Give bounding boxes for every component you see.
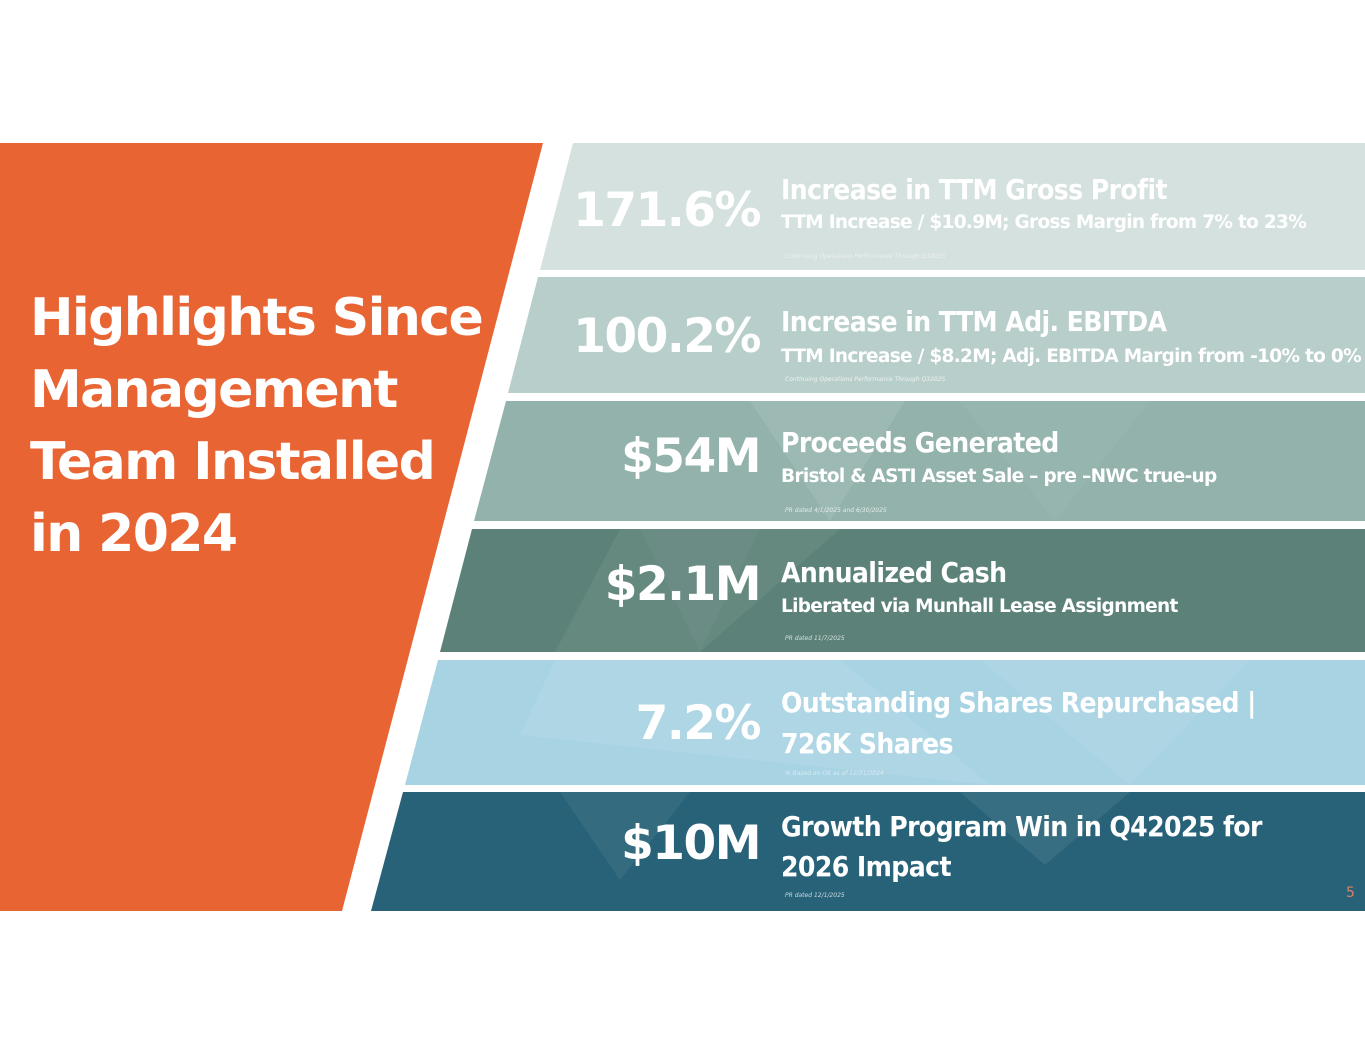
highlight-title-line-2: 726K Shares: [781, 727, 953, 760]
highlight-row: 7.2% Outstanding Shares Repurchased | 72…: [380, 660, 1365, 785]
row-3-band: [474, 401, 1365, 521]
watermark-triangle: [960, 792, 1130, 865]
highlight-row: 171.6% Increase in TTM Gross Profit TTM …: [380, 143, 1365, 270]
highlight-title: Increase in TTM Adj. EBITDA: [781, 305, 1167, 338]
headline-line: in 2024: [30, 504, 238, 564]
watermark-triangle: [560, 792, 690, 880]
watermark-triangle: [555, 529, 840, 652]
row-5-band: [405, 660, 1365, 785]
highlight-metric: $2.1M: [604, 557, 762, 612]
highlight-title: Growth Program Win in Q42025 for: [781, 810, 1262, 843]
headline-line: Highlights Since: [30, 288, 484, 348]
highlight-title: Annualized Cash: [781, 556, 1007, 589]
highlight-subtitle: TTM Increase / $10.9M; Gross Margin from…: [781, 212, 1307, 233]
highlight-row: 100.2% Increase in TTM Adj. EBITDA TTM I…: [380, 277, 1365, 393]
orange-panel: [0, 143, 543, 911]
row-6-band: [371, 792, 1365, 911]
highlight-footnote: PR dated 4/1/2025 and 6/30/2025: [785, 507, 887, 514]
highlight-row: $54M Proceeds Generated Bristol & ASTI A…: [380, 401, 1365, 521]
highlight-title: Outstanding Shares Repurchased |: [781, 686, 1256, 719]
headline-line: Management: [30, 360, 398, 420]
watermark-triangle: [960, 401, 1150, 521]
highlight-metric: 100.2%: [573, 309, 761, 364]
highlight-subtitle: Bristol & ASTI Asset Sale – pre –NWC tru…: [781, 466, 1217, 487]
highlight-metric: $54M: [621, 429, 761, 484]
watermark-triangles: [520, 401, 1250, 880]
watermark-triangle: [980, 660, 1250, 785]
highlight-subtitle: Liberated via Munhall Lease Assignment: [781, 596, 1178, 617]
highlight-title: Increase in TTM Gross Profit: [781, 173, 1168, 206]
page-number: 5: [1346, 885, 1355, 901]
row-4-band: [440, 529, 1365, 652]
highlight-footnote: % Based on OS as of 12/31/2024: [785, 770, 884, 777]
highlight-metric: 7.2%: [635, 696, 762, 751]
headline-line: Team Installed: [30, 432, 436, 492]
highlight-footnote: PR dated 11/7/2025: [785, 635, 845, 642]
highlight-title-line-2: 2026 Impact: [781, 850, 951, 883]
slide-headline: Highlights Since Management Team Install…: [30, 282, 500, 570]
highlight-metric: $10M: [621, 816, 761, 871]
watermark-triangle: [520, 660, 990, 785]
watermark-triangle: [640, 529, 760, 652]
row-1-band: [540, 143, 1365, 270]
highlight-footnote: Continuing Operations Performance Throug…: [785, 253, 946, 260]
highlight-subtitle: TTM Increase / $8.2M; Adj. EBITDA Margin…: [781, 346, 1362, 367]
highlight-footnote: Continuing Operations Performance Throug…: [785, 376, 946, 383]
row-2-band: [508, 277, 1365, 393]
highlight-row: $2.1M Annualized Cash Liberated via Munh…: [380, 529, 1365, 652]
watermark-triangle: [750, 401, 905, 521]
highlight-title: Proceeds Generated: [781, 426, 1059, 459]
highlight-metric: 171.6%: [573, 183, 761, 238]
highlight-row: $10M Growth Program Win in Q42025 for 20…: [380, 792, 1365, 911]
highlight-footnote: PR dated 12/1/2025: [785, 892, 845, 899]
